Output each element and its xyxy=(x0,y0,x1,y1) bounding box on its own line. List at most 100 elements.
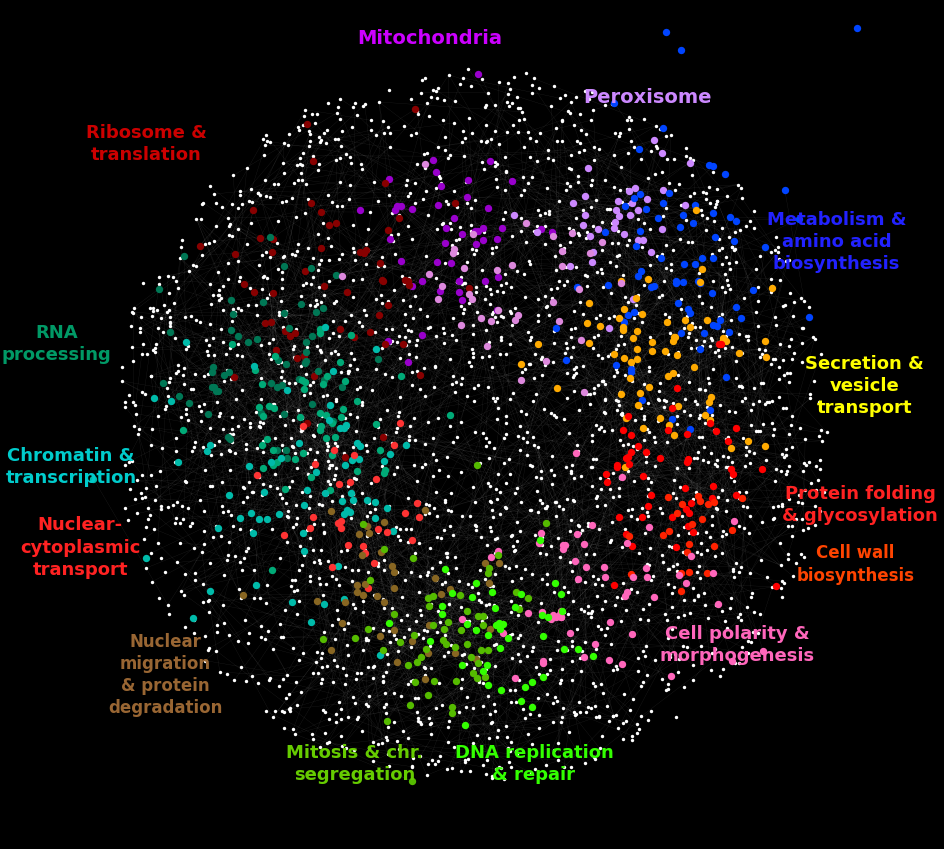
Point xyxy=(543,407,558,420)
Point xyxy=(404,774,419,788)
Point xyxy=(484,503,499,516)
Point xyxy=(367,503,382,516)
Point xyxy=(349,666,364,680)
Point xyxy=(667,183,683,197)
Point xyxy=(281,481,296,494)
Point xyxy=(758,453,773,466)
Point xyxy=(295,110,311,123)
Point xyxy=(429,531,444,544)
Point xyxy=(677,391,692,405)
Point xyxy=(396,276,412,290)
Point xyxy=(736,291,751,305)
Point xyxy=(329,394,344,408)
Point xyxy=(621,122,636,136)
Point xyxy=(771,360,786,374)
Point xyxy=(680,330,695,344)
Point xyxy=(622,567,637,581)
Point xyxy=(298,346,313,359)
Point xyxy=(570,444,585,458)
Point xyxy=(764,281,779,295)
Point xyxy=(748,306,763,319)
Point xyxy=(210,625,225,638)
Point xyxy=(315,390,330,403)
Point xyxy=(290,511,305,525)
Point xyxy=(222,463,237,476)
Point xyxy=(753,515,768,529)
Point xyxy=(160,286,176,300)
Point xyxy=(373,412,388,425)
Point xyxy=(202,179,217,193)
Point xyxy=(294,424,309,438)
Point xyxy=(207,188,222,201)
Point xyxy=(480,86,495,99)
Point xyxy=(411,536,426,549)
Point xyxy=(256,416,271,430)
Point xyxy=(433,179,448,193)
Point xyxy=(793,322,808,335)
Point xyxy=(624,729,639,743)
Point xyxy=(623,509,638,523)
Point xyxy=(454,293,469,306)
Point xyxy=(349,712,364,726)
Point xyxy=(253,630,268,644)
Point xyxy=(475,350,490,363)
Point xyxy=(430,676,446,689)
Point xyxy=(554,115,569,128)
Point xyxy=(229,419,244,433)
Point xyxy=(674,498,689,511)
Point xyxy=(440,646,455,660)
Point xyxy=(539,567,554,581)
Point xyxy=(201,236,216,250)
Point xyxy=(439,550,454,564)
Point xyxy=(393,689,408,703)
Point xyxy=(253,339,268,352)
Point xyxy=(256,409,271,423)
Point xyxy=(357,547,372,560)
Point xyxy=(667,492,683,505)
Point xyxy=(565,370,580,384)
Point xyxy=(712,312,727,326)
Point xyxy=(746,604,761,618)
Point xyxy=(428,165,443,178)
Point xyxy=(727,242,742,256)
Point xyxy=(662,647,677,661)
Point xyxy=(780,547,795,560)
Point xyxy=(478,118,493,132)
Point xyxy=(649,249,664,262)
Point xyxy=(448,375,464,389)
Point xyxy=(562,222,577,235)
Point xyxy=(276,672,291,685)
Point xyxy=(722,469,737,483)
Point xyxy=(806,500,821,514)
Point xyxy=(656,400,671,413)
Point xyxy=(708,197,723,211)
Point xyxy=(476,618,491,632)
Point xyxy=(501,756,516,769)
Point xyxy=(222,628,237,642)
Point xyxy=(355,594,370,608)
Point xyxy=(305,107,320,121)
Point xyxy=(396,573,412,587)
Point xyxy=(651,411,666,424)
Point xyxy=(614,657,629,671)
Point xyxy=(143,546,159,559)
Point xyxy=(165,498,180,511)
Point xyxy=(485,638,500,652)
Point xyxy=(428,573,443,587)
Point xyxy=(617,589,632,603)
Point xyxy=(552,550,567,564)
Point xyxy=(273,630,288,644)
Point xyxy=(215,505,230,519)
Point xyxy=(728,355,743,368)
Point xyxy=(565,223,580,237)
Point xyxy=(576,604,591,618)
Point xyxy=(678,502,693,515)
Point xyxy=(776,450,791,464)
Point xyxy=(678,142,693,155)
Point xyxy=(676,520,691,533)
Point xyxy=(211,289,226,302)
Point xyxy=(303,460,318,474)
Point xyxy=(596,424,611,438)
Point xyxy=(533,222,548,235)
Point xyxy=(681,506,696,520)
